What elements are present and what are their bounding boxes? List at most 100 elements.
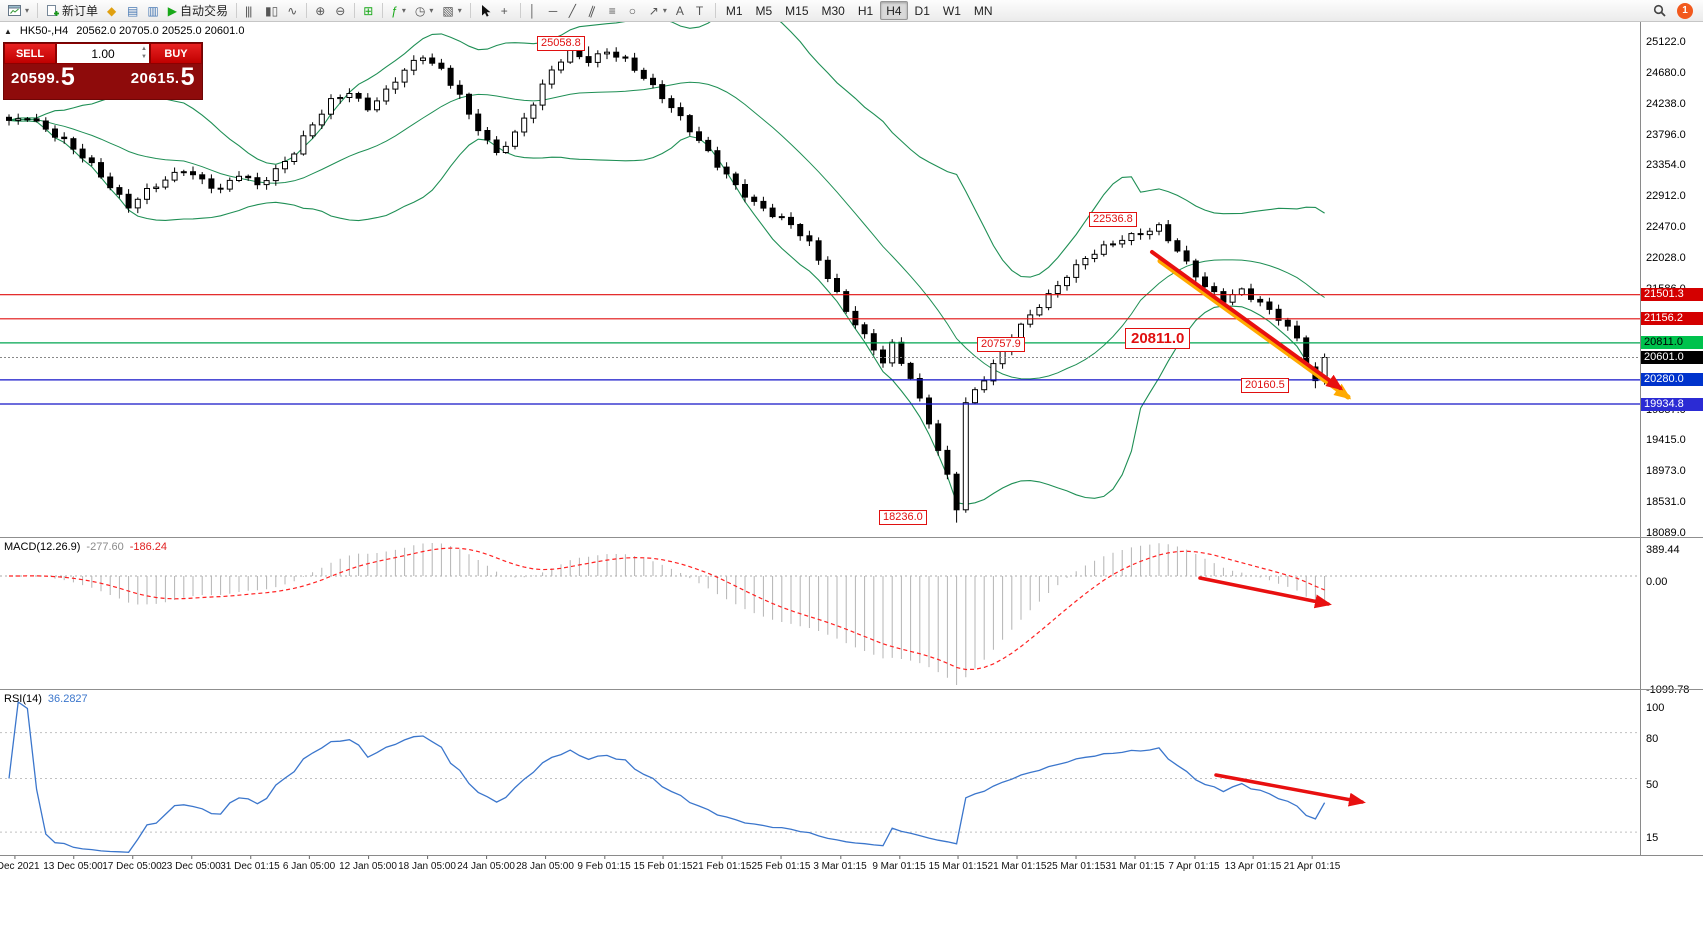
arrows-button[interactable]: ↗ ▾: [645, 1, 671, 20]
channel-button[interactable]: ∥: [585, 1, 604, 20]
price-label-20757.9[interactable]: 20757.9: [977, 337, 1025, 352]
macd-chart[interactable]: [0, 538, 1640, 689]
macd-axis-label: -1099.78: [1646, 684, 1690, 696]
trend-arrow-under[interactable]: [1157, 258, 1352, 400]
crosshair-button[interactable]: +: [497, 1, 516, 20]
spin-up-icon[interactable]: ▲: [141, 46, 147, 52]
timeframe-mn-button[interactable]: MN: [968, 1, 999, 20]
sell-button[interactable]: SELL: [4, 43, 56, 64]
zoom-in-icon: ⊕: [315, 3, 326, 18]
price-label-22536.8[interactable]: 22536.8: [1089, 212, 1137, 227]
volume-spinner[interactable]: ▲ ▼: [141, 46, 147, 62]
buy-button[interactable]: BUY: [150, 43, 202, 64]
trend-arrow[interactable]: [1150, 250, 1344, 391]
timeframe-d1-button[interactable]: D1: [909, 1, 936, 20]
vertical-line-button[interactable]: │: [525, 1, 544, 20]
time-label: 21 Apr 01:15: [1283, 856, 1341, 872]
symbol-period: HK50-,H4: [19, 25, 69, 37]
line-chart-button[interactable]: ∿: [283, 1, 302, 20]
bar-chart-button[interactable]: |||: [241, 1, 260, 20]
trendline-button[interactable]: ╱: [565, 1, 584, 20]
metaeditor-button[interactable]: ◆: [103, 1, 122, 20]
zoom-in-button[interactable]: ⊕: [311, 1, 330, 20]
y-axis-tick: 22028.0: [1646, 251, 1686, 264]
tile-windows-button[interactable]: ⊞: [359, 1, 378, 20]
timeframe-h1-button[interactable]: H1: [852, 1, 879, 20]
timeframe-m15-button[interactable]: M15: [779, 1, 814, 20]
spin-down-icon[interactable]: ▼: [141, 54, 147, 60]
caret-down-icon: ▾: [662, 6, 667, 15]
templates-button[interactable]: ▧ ▾: [438, 1, 465, 20]
timeframe-m30-button[interactable]: M30: [816, 1, 851, 20]
new-chart-button[interactable]: ▾: [4, 1, 33, 20]
toolbar-separator: [235, 3, 237, 18]
notifications-badge[interactable]: 1: [1677, 2, 1693, 19]
price-badge-20601.0: 20601.0: [1641, 351, 1703, 364]
zoom-out-button[interactable]: ⊖: [331, 1, 350, 20]
zoom-out-icon: ⊖: [335, 3, 346, 18]
ask-big-digit: 5: [180, 63, 195, 91]
vertical-line-icon: │: [528, 3, 537, 18]
price-axis[interactable]: 25122.0 24680.0 24238.0 23796.0 23354.0 22912…: [1640, 22, 1703, 855]
rsi-axis-label: 100: [1646, 702, 1665, 714]
bollinger-upper-band: [8, 22, 1325, 278]
macd-name: MACD(12.26.9): [4, 541, 81, 553]
fibonacci-button[interactable]: ≡: [605, 1, 624, 20]
macd-arrow[interactable]: [1198, 576, 1332, 609]
text-button[interactable]: A: [672, 1, 691, 20]
timeframe-m5-button[interactable]: M5: [750, 1, 779, 20]
auto-trading-button-label: 自动交易: [179, 4, 228, 18]
crosshair-icon: +: [500, 3, 508, 18]
timeframe-m5-button-label: M5: [755, 3, 773, 18]
rsi-name: RSI(14): [4, 693, 42, 705]
rsi-chart[interactable]: [0, 690, 1640, 855]
horizontal-line-button[interactable]: ─: [545, 1, 564, 20]
ohlc-values: 20562.0 20705.0 20525.0 20601.0: [76, 25, 245, 37]
cursor-button[interactable]: [475, 1, 496, 20]
timeframe-m1-button-label: M1: [725, 3, 743, 18]
panel-splitter[interactable]: [0, 689, 1703, 690]
price-label-18236.0[interactable]: 18236.0: [879, 510, 927, 525]
oneclick-toggle-icon[interactable]: ▲: [4, 26, 12, 36]
terminal-button[interactable]: ▥: [143, 1, 162, 20]
timeframe-w1-button[interactable]: W1: [937, 1, 967, 20]
text-label-button[interactable]: T: [692, 1, 711, 20]
price-chart[interactable]: [0, 22, 1640, 537]
price-badge-21501.3: 21501.3: [1641, 288, 1703, 302]
panel-splitter[interactable]: [0, 537, 1703, 538]
caret-down-icon: ▾: [401, 6, 406, 15]
time-label: 18 Jan 05:00: [398, 856, 456, 872]
time-label: 15 Feb 01:15: [633, 856, 693, 872]
market-watch-button[interactable]: ▤: [123, 1, 142, 20]
rsi-label: RSI(14) 36.2827: [4, 693, 88, 705]
price-label-20160.5[interactable]: 20160.5: [1241, 378, 1289, 393]
new-order-button[interactable]: 新订单: [42, 1, 102, 20]
candlestick-chart-button[interactable]: ▮▯: [261, 1, 282, 20]
price-badge-20811.0: 20811.0: [1641, 336, 1703, 350]
timeframe-m30-button-label: M30: [821, 3, 845, 18]
volume-input[interactable]: 1.00 ▲ ▼: [56, 43, 150, 64]
search-button[interactable]: [1649, 1, 1670, 20]
timeframe-h4-button[interactable]: H4: [880, 1, 908, 20]
price-label-25058.8[interactable]: 25058.8: [537, 36, 585, 51]
new-order-button-label: 新订单: [62, 4, 99, 18]
shapes-button[interactable]: ○: [625, 1, 644, 20]
rsi-arrow[interactable]: [1214, 773, 1366, 807]
text-icon: A: [675, 3, 684, 18]
time-label: 3 Mar 01:15: [813, 856, 867, 872]
auto-trading-button[interactable]: ▶ 自动交易: [164, 1, 232, 20]
time-label: 7 Dec 2021: [0, 856, 40, 872]
time-label: 24 Jan 05:00: [457, 856, 515, 872]
price-label-20811.0[interactable]: 20811.0: [1125, 328, 1191, 349]
periods-button[interactable]: ◷ ▾: [411, 1, 438, 20]
toolbar-separator: [714, 3, 716, 18]
chart-title: ▲ HK50-,H4 20562.0 20705.0 20525.0 20601…: [4, 25, 244, 37]
timeframe-m1-button[interactable]: M1: [720, 1, 749, 20]
y-axis-tick: 18531.0: [1646, 496, 1686, 508]
toolbar-separator: [354, 3, 356, 18]
time-label: 13 Apr 01:15: [1224, 856, 1282, 872]
indicators-button[interactable]: ƒ ▾: [387, 1, 410, 20]
one-click-trading-panel: SELL 1.00 ▲ ▼ BUY 20599. 5 20615. 5: [3, 42, 203, 100]
